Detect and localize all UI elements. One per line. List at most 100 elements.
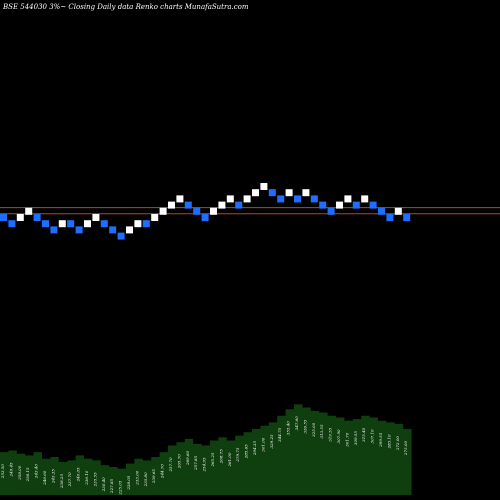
renko-bricks — [0, 183, 411, 240]
chart-title: BSE 544030 3%~ Closing Daily data Renko … — [2, 3, 249, 11]
volume-label: 265.70 — [176, 454, 181, 469]
volume-label: 230.40 — [101, 477, 106, 492]
renko-brick-up — [252, 189, 259, 197]
renko-brick-up — [58, 220, 66, 228]
volume-label: 315.40 — [361, 427, 366, 441]
renko-brick-down — [319, 201, 327, 209]
volume-label: 228.05 — [126, 475, 131, 490]
renko-brick-up — [25, 207, 33, 215]
renko-brick-up — [243, 195, 251, 203]
renko-brick-down — [235, 201, 243, 209]
volume-label: 275.00 — [403, 441, 408, 456]
volume-label: 279.75 — [235, 447, 240, 462]
volume-label: 227.85 — [109, 478, 114, 493]
renko-brick-up — [285, 189, 293, 197]
renko-brick-down — [310, 195, 318, 203]
renko-brick-down — [201, 214, 209, 221]
volume-label: 257.85 — [193, 455, 198, 470]
volume-label: 243.35 — [50, 469, 55, 484]
renko-brick-up — [226, 195, 234, 203]
renko-brick-up — [159, 207, 167, 215]
renko-brick-down — [142, 220, 150, 228]
volume-label: 269.60 — [185, 450, 190, 465]
renko-brick-up — [168, 201, 175, 209]
volume-label: 235.80 — [143, 472, 148, 487]
renko-brick-down — [184, 201, 192, 209]
volume-label: 243.40 — [34, 464, 39, 479]
renko-brick-up — [394, 207, 402, 215]
volume-label: 257.70 — [168, 457, 173, 472]
renko-brick-down — [268, 189, 276, 197]
volume-label: 236.10 — [84, 470, 89, 485]
volume-label: 309.55 — [353, 431, 358, 445]
volume-label: 325.00 — [311, 422, 316, 436]
volume-label: 244.70 — [160, 464, 165, 479]
volume-label: 319.55 — [328, 427, 333, 441]
volume-label: 347.60 — [294, 416, 299, 430]
volume-label: 344.75 — [277, 427, 282, 441]
renko-brick-down — [33, 214, 41, 221]
renko-brick-down — [8, 220, 16, 228]
volume-label: 238.25 — [59, 474, 64, 489]
volume-label: 249.45 — [8, 462, 13, 477]
renko-brick-down — [327, 207, 335, 215]
volume-label: 258.00 — [17, 465, 22, 480]
reference-lines — [0, 207, 500, 215]
renko-brick-up — [176, 195, 184, 203]
renko-brick-down — [369, 201, 377, 209]
volume-label: 313.55 — [319, 424, 324, 438]
volume-label: 336.55 — [302, 419, 307, 433]
volume-label: 253.50 — [0, 464, 5, 479]
renko-brick-down — [100, 220, 108, 228]
volume-label: 272.00 — [395, 436, 400, 451]
volume-label: 246.60 — [42, 470, 47, 485]
renko-brick-down — [42, 220, 49, 228]
volume-label: 307.10 — [370, 429, 375, 443]
renko-brick-up — [210, 207, 217, 215]
volume-label: 235.55 — [92, 472, 97, 487]
renko-brick-down — [403, 214, 411, 221]
renko-brick-down — [277, 195, 285, 203]
renko-brick-down — [109, 226, 117, 234]
volume-label: 256.15 — [25, 467, 30, 482]
volume-label: 261.00 — [227, 452, 232, 467]
renko-brick-down — [378, 207, 385, 215]
volume-label: 237.70 — [67, 472, 72, 487]
volume-label: 239.65 — [151, 469, 156, 484]
renko-brick-up — [361, 195, 369, 203]
volume-label: 283.10 — [386, 434, 391, 449]
renko-brick-up — [92, 214, 100, 221]
volume-label: 265.25 — [210, 452, 215, 467]
volume-label: 240.05 — [76, 467, 81, 482]
renko-brick-down — [193, 207, 201, 215]
volume-area — [0, 404, 412, 495]
renko-brick-down — [294, 195, 301, 203]
renko-brick-down — [117, 232, 125, 240]
volume-fill — [0, 404, 412, 495]
renko-brick-down — [50, 226, 58, 234]
renko-brick-up — [344, 195, 352, 203]
volume-label: 301.00 — [260, 437, 265, 451]
volume-label: 301.70 — [344, 432, 349, 446]
renko-brick-down — [0, 214, 7, 221]
volume-label: 285.65 — [244, 444, 249, 459]
volume-label: 299.55 — [378, 432, 383, 447]
renko-brick-down — [386, 214, 394, 221]
volume-label: 329.25 — [269, 434, 274, 448]
renko-brick-up — [84, 220, 91, 228]
renko-brick-down — [352, 201, 360, 209]
renko-brick-up — [218, 201, 226, 209]
volume-label: 225.05 — [118, 480, 123, 495]
volume-label: 233.00 — [134, 470, 139, 485]
renko-brick-up — [336, 201, 343, 209]
renko-brick-up — [260, 183, 268, 190]
volume-label: 268.75 — [218, 449, 223, 464]
renko-brick-up — [302, 189, 310, 197]
renko-brick-down — [75, 226, 83, 234]
volume-label: 254.95 — [202, 457, 207, 472]
renko-brick-up — [151, 214, 159, 221]
volume-label: 307.90 — [336, 429, 341, 443]
renko-brick-up — [126, 226, 133, 234]
volume-label: 355.40 — [286, 421, 291, 435]
